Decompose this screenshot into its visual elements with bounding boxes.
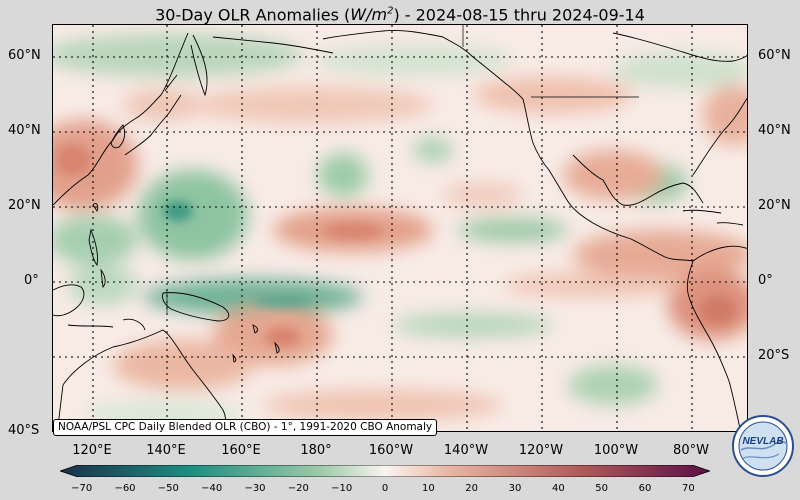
colorbar-tick-label: −10 bbox=[331, 483, 353, 494]
coast-south-america bbox=[686, 245, 747, 431]
coast-caribbean bbox=[682, 209, 744, 226]
map-title: 30-Day OLR Anomalies (W/m2) - 2024-08-15… bbox=[0, 0, 800, 24]
title-units: W/m bbox=[350, 5, 388, 25]
title-units-exponent: 2 bbox=[387, 6, 394, 17]
title-suffix: ) - 2024-08-15 thru 2024-09-14 bbox=[393, 5, 645, 25]
colorbar-tick-label: 20 bbox=[465, 483, 479, 494]
coast-philippines bbox=[88, 202, 106, 288]
colorbar-tick-label: −40 bbox=[201, 483, 223, 494]
colorbar-tick-label: −30 bbox=[244, 483, 266, 494]
colorbar-tick-label: 10 bbox=[421, 483, 435, 494]
olr-anomaly-map bbox=[53, 25, 747, 431]
lon-label-160e: 160°E bbox=[221, 443, 261, 458]
coast-new-guinea bbox=[162, 292, 230, 322]
colorbar bbox=[58, 462, 712, 478]
coast-us-east bbox=[692, 97, 747, 176]
coast-gulf-mexico bbox=[572, 154, 704, 206]
coast-kamchatka bbox=[190, 34, 208, 97]
colorbar-tick-label: 70 bbox=[681, 483, 695, 494]
lon-label-180: 180° bbox=[300, 443, 332, 458]
lon-label-120e: 120°E bbox=[72, 443, 112, 458]
svg-text:NEVLAB: NEVLAB bbox=[742, 436, 783, 447]
lat-label-right-20n: 20°N bbox=[758, 198, 791, 213]
coast-east-asia bbox=[53, 32, 189, 206]
anomaly-field bbox=[53, 33, 747, 430]
coast-alaska bbox=[212, 30, 524, 100]
nevlab-logo-icon: NEVLAB bbox=[732, 415, 794, 477]
lat-label-left-40s: 40°S bbox=[8, 423, 40, 438]
coast-north-america bbox=[522, 98, 694, 262]
lon-label-140w: 140°W bbox=[443, 443, 489, 458]
lon-label-80w: 80°W bbox=[673, 443, 709, 458]
lat-label-right-20s: 20°S bbox=[758, 348, 790, 363]
colorbar-tick-label: −50 bbox=[157, 483, 179, 494]
colorbar-graphic bbox=[58, 464, 712, 478]
colorbar-tick-label: 0 bbox=[381, 483, 389, 494]
lat-label-left-20n: 20°N bbox=[8, 198, 41, 213]
coast-islands bbox=[232, 324, 280, 363]
anomaly-cores bbox=[55, 144, 736, 347]
data-credit: NOAA/PSL CPC Daily Blended OLR (CBO) - 1… bbox=[53, 419, 438, 436]
title-prefix: 30-Day OLR Anomalies ( bbox=[155, 5, 351, 25]
colorbar-tick-label: −70 bbox=[71, 483, 93, 494]
lat-label-left-40n: 40°N bbox=[8, 123, 41, 138]
colorbar-tick-label: 60 bbox=[638, 483, 652, 494]
colorbar-tick-label: −20 bbox=[287, 483, 309, 494]
nevlab-logo: NEVLAB bbox=[731, 414, 795, 478]
lon-label-120w: 120°W bbox=[518, 443, 564, 458]
lat-label-right-0: 0° bbox=[758, 273, 773, 288]
graticule bbox=[53, 25, 747, 431]
colorbar-tick-label: 50 bbox=[595, 483, 609, 494]
colorbar-tick-label: 40 bbox=[551, 483, 565, 494]
colorbar-tick-label: −60 bbox=[114, 483, 136, 494]
coast-korea bbox=[110, 124, 126, 149]
colorbar-ramp bbox=[58, 464, 712, 478]
lat-label-right-60n: 60°N bbox=[758, 48, 791, 63]
lat-label-left-60n: 60°N bbox=[8, 48, 41, 63]
lat-label-right-40n: 40°N bbox=[758, 123, 791, 138]
colorbar-tick-label: 30 bbox=[508, 483, 522, 494]
coast-indonesia bbox=[53, 284, 146, 331]
lon-label-100w: 100°W bbox=[593, 443, 639, 458]
coast-japan bbox=[124, 74, 182, 156]
lon-label-160w: 160°W bbox=[368, 443, 414, 458]
lon-label-140e: 140°E bbox=[146, 443, 186, 458]
map-panel bbox=[52, 24, 748, 432]
lat-label-left-0: 0° bbox=[24, 273, 39, 288]
